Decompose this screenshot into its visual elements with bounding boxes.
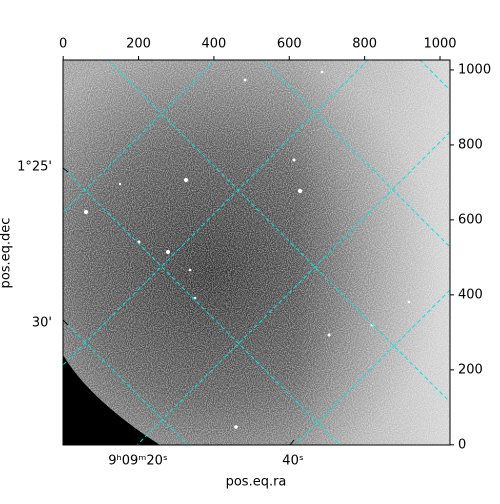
ra-tick-label: 9ʰ09ᵐ20ˢ xyxy=(108,454,168,469)
x-tick-label: 0 xyxy=(59,37,67,52)
y-axis-label: pos.eq.dec xyxy=(0,218,14,289)
coordinate-grid xyxy=(63,60,450,445)
wcs-ticks: 9ʰ09ᵐ20ˢ 40ˢ 1°25' 30' xyxy=(17,160,304,469)
x-tick-label: 1000 xyxy=(423,37,456,52)
dec-tick-label: 30' xyxy=(32,316,52,331)
x-axis-label: pos.eq.ra xyxy=(226,475,287,490)
y-tick-label: 0 xyxy=(458,437,466,452)
dec-tick-label: 1°25' xyxy=(17,160,52,175)
y-tick-label: 800 xyxy=(458,137,483,152)
x-tick-label: 600 xyxy=(277,37,302,52)
x-tick-label: 200 xyxy=(126,37,151,52)
x-tick-label: 400 xyxy=(202,37,227,52)
plot-frame xyxy=(62,59,451,446)
sky-image xyxy=(63,60,450,445)
x-tick-label: 800 xyxy=(352,37,377,52)
y-tick-label: 200 xyxy=(458,362,483,377)
y-tick-label: 400 xyxy=(458,287,483,302)
ra-tick-label: 40ˢ xyxy=(282,454,304,469)
y-tick-label: 1000 xyxy=(458,62,491,77)
y-tick-label: 600 xyxy=(458,212,483,227)
